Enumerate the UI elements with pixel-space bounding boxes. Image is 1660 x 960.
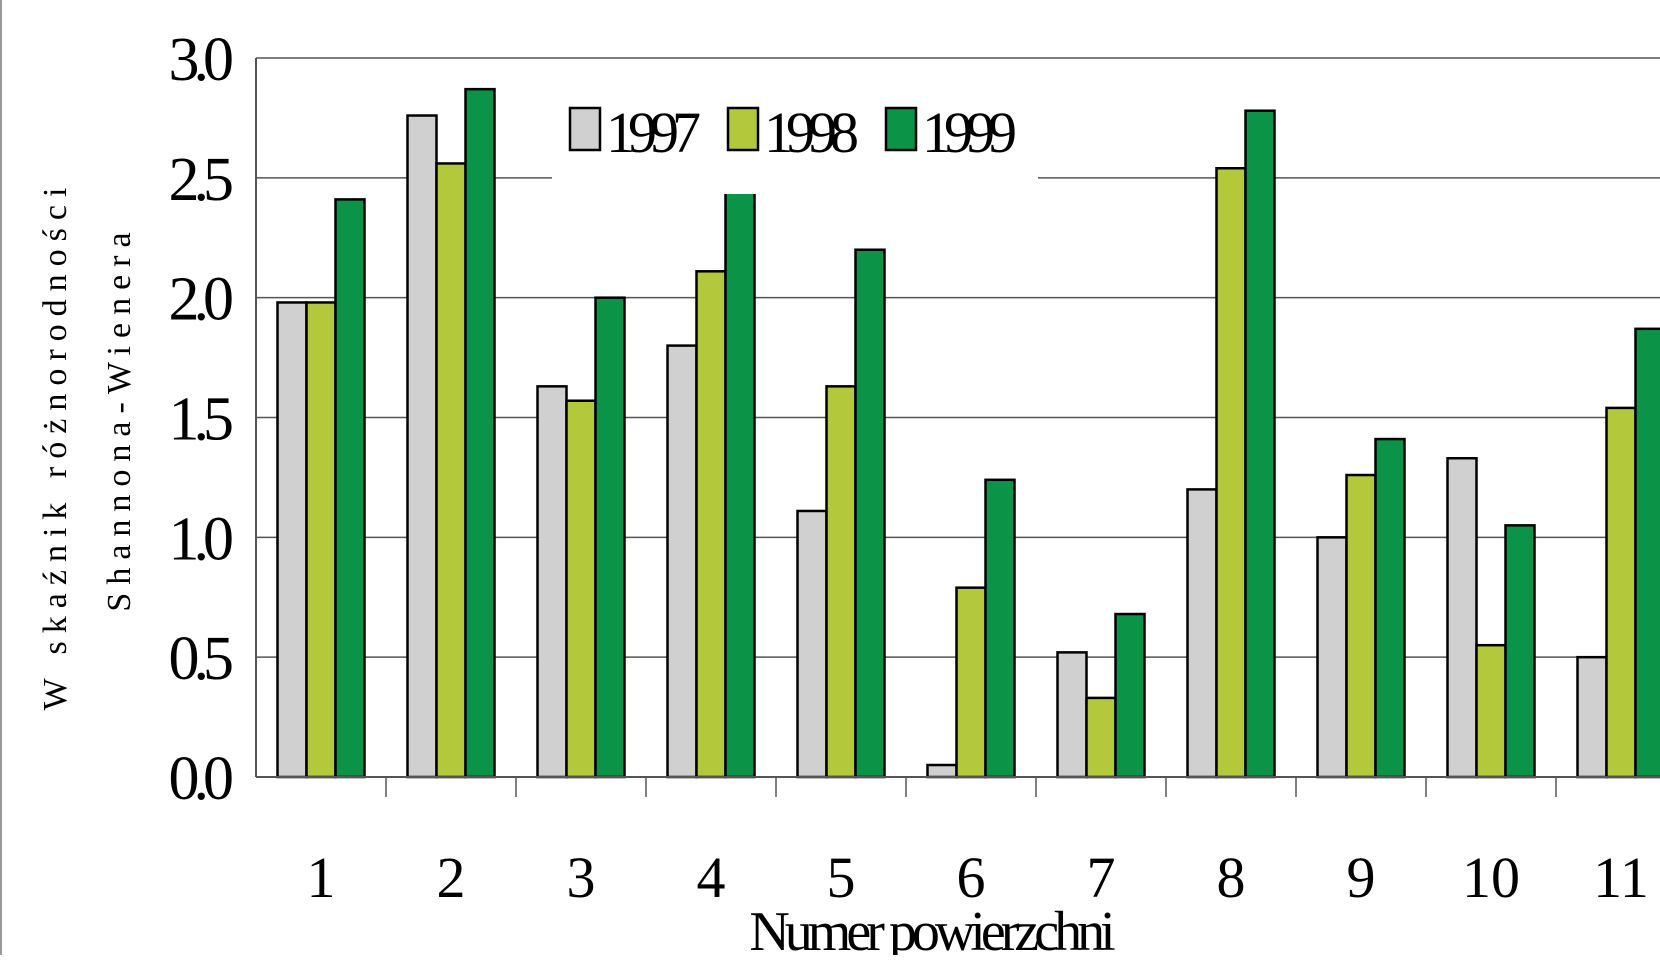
legend-swatch-1998 bbox=[728, 108, 758, 150]
legend-label-1997: 1997 bbox=[606, 100, 700, 165]
x-tick-label: 9 bbox=[1347, 845, 1376, 910]
legend-swatch-1997 bbox=[570, 108, 600, 150]
x-tick-label: 11 bbox=[1593, 845, 1649, 910]
bar-1998-1 bbox=[307, 302, 336, 777]
legend: 1997 1998 1999 bbox=[552, 82, 1038, 194]
x-tick-label: 8 bbox=[1217, 845, 1246, 910]
y-tick-label: 2.0 bbox=[169, 266, 233, 334]
bar-1998-4 bbox=[697, 271, 726, 777]
legend-label-1998: 1998 bbox=[764, 100, 857, 165]
bar-1998-6 bbox=[957, 588, 986, 777]
bar-1999-4 bbox=[726, 187, 755, 777]
y-tick-label: 0.5 bbox=[169, 625, 233, 693]
bar-1997-8 bbox=[1188, 489, 1217, 777]
bar-1999-1 bbox=[336, 199, 365, 777]
bar-1997-10 bbox=[1448, 458, 1477, 777]
bar-1999-5 bbox=[856, 250, 885, 777]
y-axis-label-line2: Shannona-Wienera bbox=[101, 224, 138, 611]
x-tick-label: 1 bbox=[307, 845, 336, 910]
bar-1998-5 bbox=[827, 386, 856, 777]
bar-1997-2 bbox=[408, 116, 437, 777]
bar-1998-8 bbox=[1217, 168, 1246, 777]
bar-1998-9 bbox=[1347, 475, 1376, 777]
bar-1997-3 bbox=[538, 386, 567, 777]
bar-1998-2 bbox=[437, 163, 466, 777]
bar-1997-1 bbox=[278, 302, 307, 777]
bar-1998-7 bbox=[1087, 698, 1116, 777]
y-tick-label: 1.0 bbox=[169, 505, 233, 573]
x-tick-label: 4 bbox=[697, 845, 726, 910]
bar-1997-4 bbox=[668, 346, 697, 777]
bar-1999-2 bbox=[466, 89, 495, 777]
bar-1999-11 bbox=[1636, 329, 1660, 777]
bar-1999-10 bbox=[1506, 525, 1535, 777]
x-tick-label: 10 bbox=[1462, 845, 1520, 910]
bar-1999-3 bbox=[596, 298, 625, 777]
bar-1999-9 bbox=[1376, 439, 1405, 777]
bar-1997-6 bbox=[928, 765, 957, 777]
bar-1997-9 bbox=[1318, 537, 1347, 777]
x-axis-label: Numer powierzchni bbox=[749, 901, 1115, 955]
legend-swatch-1999 bbox=[886, 108, 916, 150]
bar-1999-7 bbox=[1116, 614, 1145, 777]
bar-1999-8 bbox=[1246, 111, 1275, 777]
y-axis-label-line1: W skaźnik różnorodności bbox=[37, 180, 74, 711]
y-tick-label: 2.5 bbox=[169, 146, 233, 214]
bar-1997-11 bbox=[1578, 657, 1607, 777]
bar-1998-10 bbox=[1477, 645, 1506, 777]
bar-1997-7 bbox=[1058, 652, 1087, 777]
bar-1998-11 bbox=[1607, 408, 1636, 777]
bar-1998-3 bbox=[567, 401, 596, 777]
y-tick-label: 3.0 bbox=[169, 26, 233, 94]
x-tick-label: 2 bbox=[437, 845, 466, 910]
bar-1999-6 bbox=[986, 480, 1015, 777]
bar-1997-5 bbox=[798, 511, 827, 777]
y-tick-label: 1.5 bbox=[169, 386, 233, 454]
legend-label-1999: 1999 bbox=[922, 100, 1015, 165]
x-tick-label: 3 bbox=[567, 845, 596, 910]
y-tick-label: 0.0 bbox=[169, 745, 233, 813]
